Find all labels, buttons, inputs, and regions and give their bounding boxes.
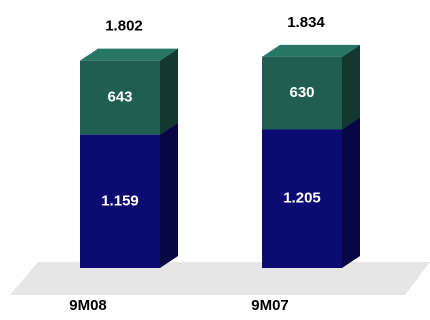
total-label: 1.802: [105, 18, 143, 35]
x-tick-label: 9M08: [69, 297, 107, 314]
bar: [80, 134, 160, 268]
value-label: 630: [289, 84, 314, 101]
bar-side: [160, 122, 178, 268]
value-label: 1.159: [101, 192, 139, 209]
x-tick-label: 9M07: [251, 297, 289, 314]
bar-side: [342, 117, 360, 268]
total-label: 1.834: [287, 14, 325, 31]
floor: [10, 262, 430, 295]
value-label: 643: [107, 89, 132, 106]
bar: [262, 129, 342, 268]
bar-side: [160, 48, 178, 135]
bar: [262, 56, 342, 130]
value-label: 1.205: [283, 190, 321, 207]
bar-top: [262, 44, 360, 57]
bar: [80, 60, 160, 135]
bar-side: [342, 44, 360, 130]
bar-top: [80, 48, 178, 61]
